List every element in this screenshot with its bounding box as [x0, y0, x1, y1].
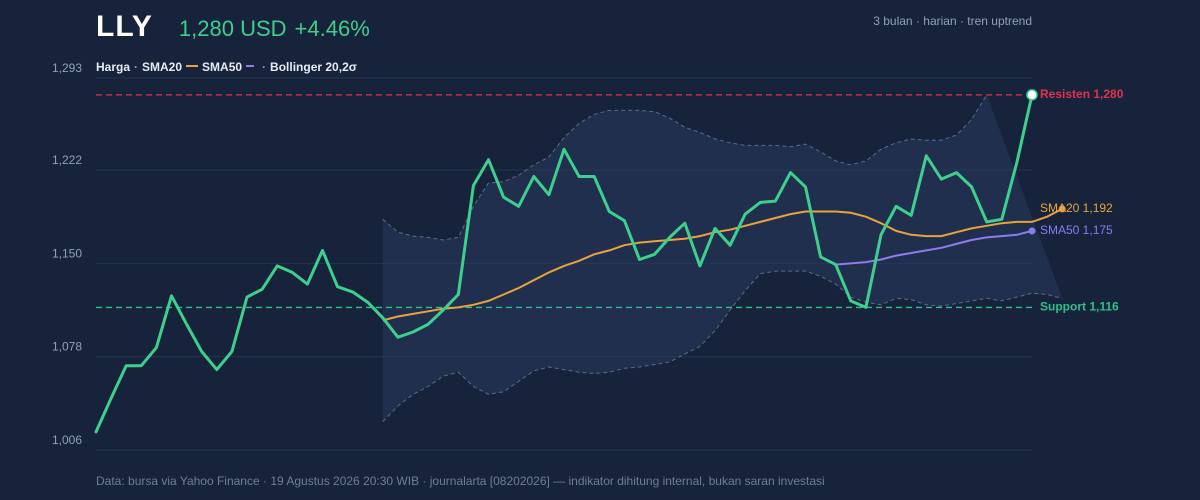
bollinger-lower-line: [382, 270, 1063, 422]
bollinger-upper-line: [382, 94, 988, 241]
y-tick-label: 1,293: [52, 61, 82, 75]
sma20-end-label: SMA20 1,192: [1040, 201, 1113, 215]
legend-sma50-swatch: [246, 65, 255, 67]
bollinger-band-area: [382, 94, 1063, 422]
price-change: +4.46%: [294, 16, 370, 41]
price-line: [94, 93, 1034, 434]
resistance-label: Resisten 1,280: [1040, 87, 1124, 101]
y-tick-label: 1,222: [52, 153, 82, 167]
chart-legend: Harga · SMA20 SMA50 · Bollinger 20,2σ: [96, 60, 357, 74]
y-tick-label: 1,150: [52, 246, 82, 260]
support-label: Support 1,116: [1040, 300, 1119, 314]
chart-header: LLY 1,280 USD +4.46%: [96, 10, 370, 50]
legend-price-label: Harga: [96, 60, 131, 74]
legend-sma50-label: SMA50: [202, 60, 243, 74]
legend-bollinger-label: Bollinger 20,2σ: [270, 60, 357, 74]
legend-separator-2: ·: [262, 60, 267, 74]
legend-sma20-label: SMA20: [142, 60, 183, 74]
ticker-symbol: LLY: [96, 10, 153, 43]
legend-sma20-swatch: [186, 65, 199, 67]
sma50-end-marker: [1028, 227, 1036, 235]
sma20-end-marker: [1058, 205, 1066, 213]
latest-price-marker: [1026, 89, 1038, 101]
y-tick-label: 1,078: [52, 340, 82, 354]
chart-footer: Data: bursa via Yahoo Finance · 19 Agust…: [96, 474, 825, 488]
current-price: 1,280 USD: [178, 16, 287, 41]
sma50-line: [835, 229, 1033, 266]
sma20-line: [382, 208, 1063, 322]
y-tick-label: 1,006: [52, 433, 82, 447]
sma50-end-label: SMA50 1,175: [1040, 223, 1113, 237]
chart-subtitle: 3 bulan · harian · tren uptrend: [873, 14, 1032, 28]
legend-separator: ·: [134, 60, 139, 74]
